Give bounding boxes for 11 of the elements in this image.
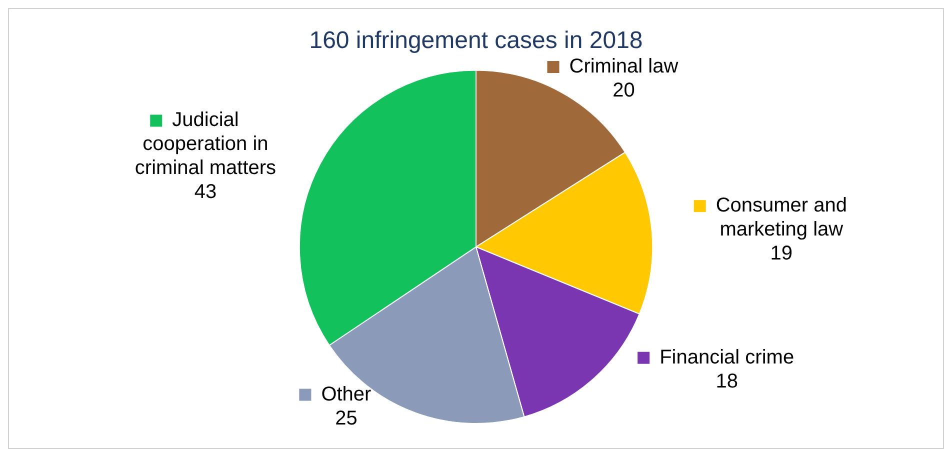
- legend-label: Financial crime: [660, 346, 794, 368]
- legend-label: Judicial cooperation in criminal matters: [134, 109, 276, 180]
- legend-label: Criminal law: [569, 56, 679, 78]
- chart-title: 160 infringement cases in 2018: [309, 27, 643, 54]
- data-label: 43: [194, 181, 217, 204]
- legend-label: Other: [321, 383, 372, 406]
- data-label: 18: [716, 370, 738, 392]
- legend-label: Consumer and marketing law: [716, 194, 848, 241]
- data-label: 19: [770, 242, 793, 265]
- data-label: 20: [612, 80, 635, 102]
- data-label: 25: [335, 407, 358, 430]
